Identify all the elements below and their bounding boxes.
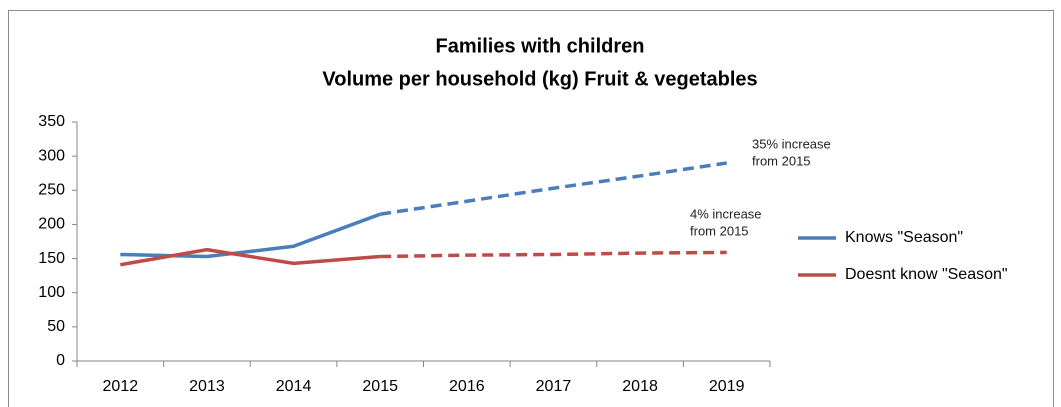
- x-tick-label: 2013: [189, 378, 225, 395]
- y-tick-label: 300: [38, 147, 65, 164]
- x-tick-label: 2016: [449, 378, 485, 395]
- y-tick-label: 200: [38, 216, 65, 233]
- y-tick-label: 0: [56, 352, 65, 369]
- projection-line: [380, 250, 727, 259]
- y-tick-label: 50: [47, 318, 65, 335]
- x-tick-label: 2019: [709, 378, 745, 395]
- chart-title: Volume per household (kg) Fruit & vegeta…: [322, 68, 757, 90]
- x-tick-label: 2018: [622, 378, 658, 395]
- x-tick-label: 2015: [362, 378, 398, 395]
- series-line: [120, 247, 381, 267]
- legend-label: Doesnt know "Season": [845, 266, 1008, 283]
- annotation: from 2015: [752, 153, 811, 168]
- x-tick-label: 2014: [276, 378, 312, 395]
- y-tick-label: 100: [38, 284, 65, 301]
- annotation: 35% increase: [752, 136, 831, 151]
- y-tick-label: 250: [38, 182, 65, 199]
- y-tick-label: 150: [38, 250, 65, 267]
- projection-line: [379, 161, 727, 216]
- annotation: from 2015: [690, 223, 749, 238]
- chart-frame: [8, 10, 1054, 407]
- y-tick-label: 350: [38, 113, 65, 130]
- legend-label: Knows "Season": [845, 229, 963, 246]
- annotation: 4% increase: [690, 206, 762, 221]
- x-tick-label: 2017: [536, 378, 572, 395]
- chart-title: Families with children: [436, 35, 645, 57]
- x-tick-label: 2012: [103, 378, 139, 395]
